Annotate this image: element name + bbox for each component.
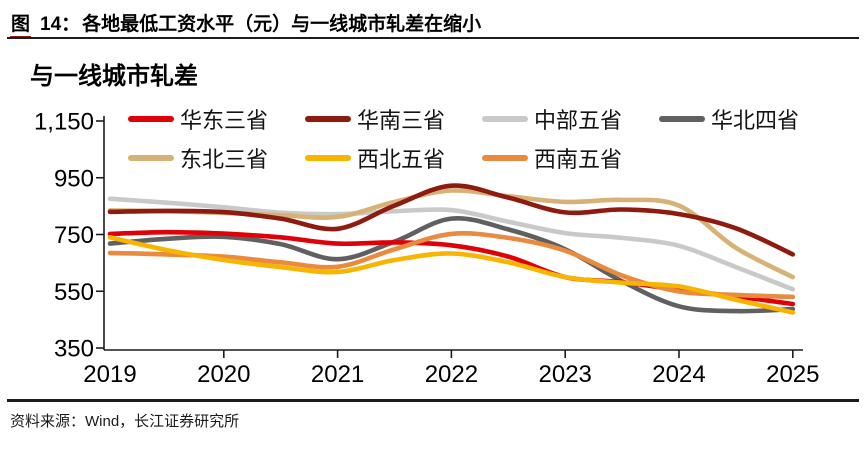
figure-caption: 图 14： 各地最低工资水平（元）与一线城市轧差在缩小 (10, 9, 482, 39)
chart-title: 与一线城市轧差 (30, 63, 198, 90)
figure-number: 14： (40, 14, 81, 35)
figure-title: 各地最低工资水平（元）与一线城市轧差在缩小 (82, 14, 482, 35)
series-line-华南三省 (107, 183, 796, 257)
y-axis-label: 550 (54, 279, 94, 306)
y-axis-label: 1,150 (34, 109, 94, 136)
x-axis-label: 2022 (425, 361, 478, 388)
footer-divider (7, 399, 859, 402)
header-divider (7, 37, 859, 39)
y-axis-label: 750 (54, 222, 94, 249)
series-line-华北四省 (107, 215, 796, 314)
y-axis-label: 950 (54, 165, 94, 192)
x-axis-label: 2019 (83, 361, 136, 388)
y-axis-label: 350 (54, 336, 94, 363)
series-line-西南五省 (107, 231, 796, 300)
figure-label: 图 (10, 14, 32, 39)
x-axis-label: 2025 (766, 361, 819, 388)
x-axis-label: 2020 (197, 361, 250, 388)
x-axis-label: 2023 (539, 361, 592, 388)
x-axis-label: 2024 (652, 361, 705, 388)
source-note: 资料来源：Wind，长江证券研究所 (10, 413, 240, 430)
x-axis-label: 2021 (311, 361, 364, 388)
series-line-中部五省 (107, 196, 796, 292)
series-line-西北五省 (107, 235, 796, 315)
